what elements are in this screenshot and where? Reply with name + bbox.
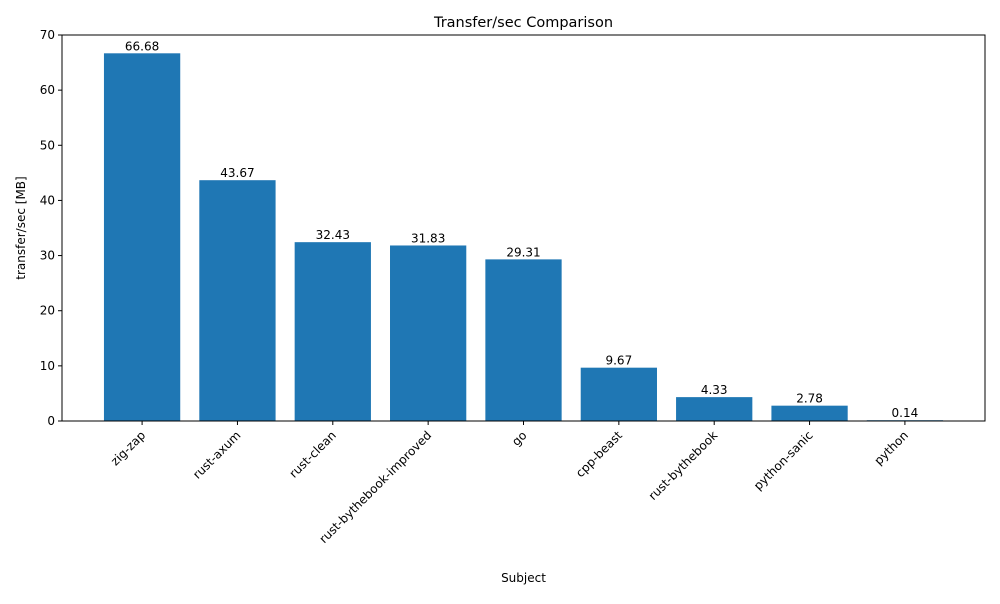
y-axis-label: transfer/sec [MB] xyxy=(14,176,28,279)
bar-rust-clean xyxy=(294,242,371,421)
y-tick-label: 70 xyxy=(40,28,55,42)
bar-rust-bythebook xyxy=(676,397,753,421)
data-label: 66.68 xyxy=(125,39,159,53)
x-tick-label: rust-clean xyxy=(287,428,339,480)
x-tick-label: rust-bythebook-improved xyxy=(316,428,434,546)
y-tick-label: 30 xyxy=(40,249,55,263)
y-tick-label: 20 xyxy=(40,304,55,318)
x-tick-label: zig-zap xyxy=(108,428,148,468)
x-axis-label: Subject xyxy=(501,571,546,585)
x-tick-label: rust-bythebook xyxy=(646,428,721,503)
x-tick-label: rust-axum xyxy=(190,428,243,481)
data-label: 2.78 xyxy=(796,392,823,406)
y-tick-label: 60 xyxy=(40,83,55,97)
x-tick-label: cpp-beast xyxy=(573,428,625,480)
plot-frame xyxy=(61,34,986,422)
data-label: 43.67 xyxy=(220,166,254,180)
bar-go xyxy=(485,259,562,421)
x-tick-label: python xyxy=(871,428,911,468)
y-tick-label: 0 xyxy=(47,414,55,428)
y-tick-label: 50 xyxy=(40,138,55,152)
bar-python-sanic xyxy=(771,405,848,421)
bar-cpp-beast xyxy=(580,367,657,421)
bar-zig-zap xyxy=(103,53,181,421)
data-label: 32.43 xyxy=(316,228,350,242)
bar-rust-axum xyxy=(199,180,276,421)
data-label: 31.83 xyxy=(411,231,445,245)
y-tick-label: 40 xyxy=(40,193,55,207)
x-tick-label: python-sanic xyxy=(751,428,816,493)
data-label: 4.33 xyxy=(701,383,728,397)
chart-title: Transfer/sec Comparison xyxy=(433,15,613,31)
data-label: 9.67 xyxy=(605,354,632,368)
y-tick-label: 10 xyxy=(40,359,55,373)
data-label: 29.31 xyxy=(506,245,540,259)
bar-rust-bythebook-improved xyxy=(390,245,467,421)
data-label: 0.14 xyxy=(892,406,919,420)
x-tick-label: go xyxy=(509,428,529,448)
